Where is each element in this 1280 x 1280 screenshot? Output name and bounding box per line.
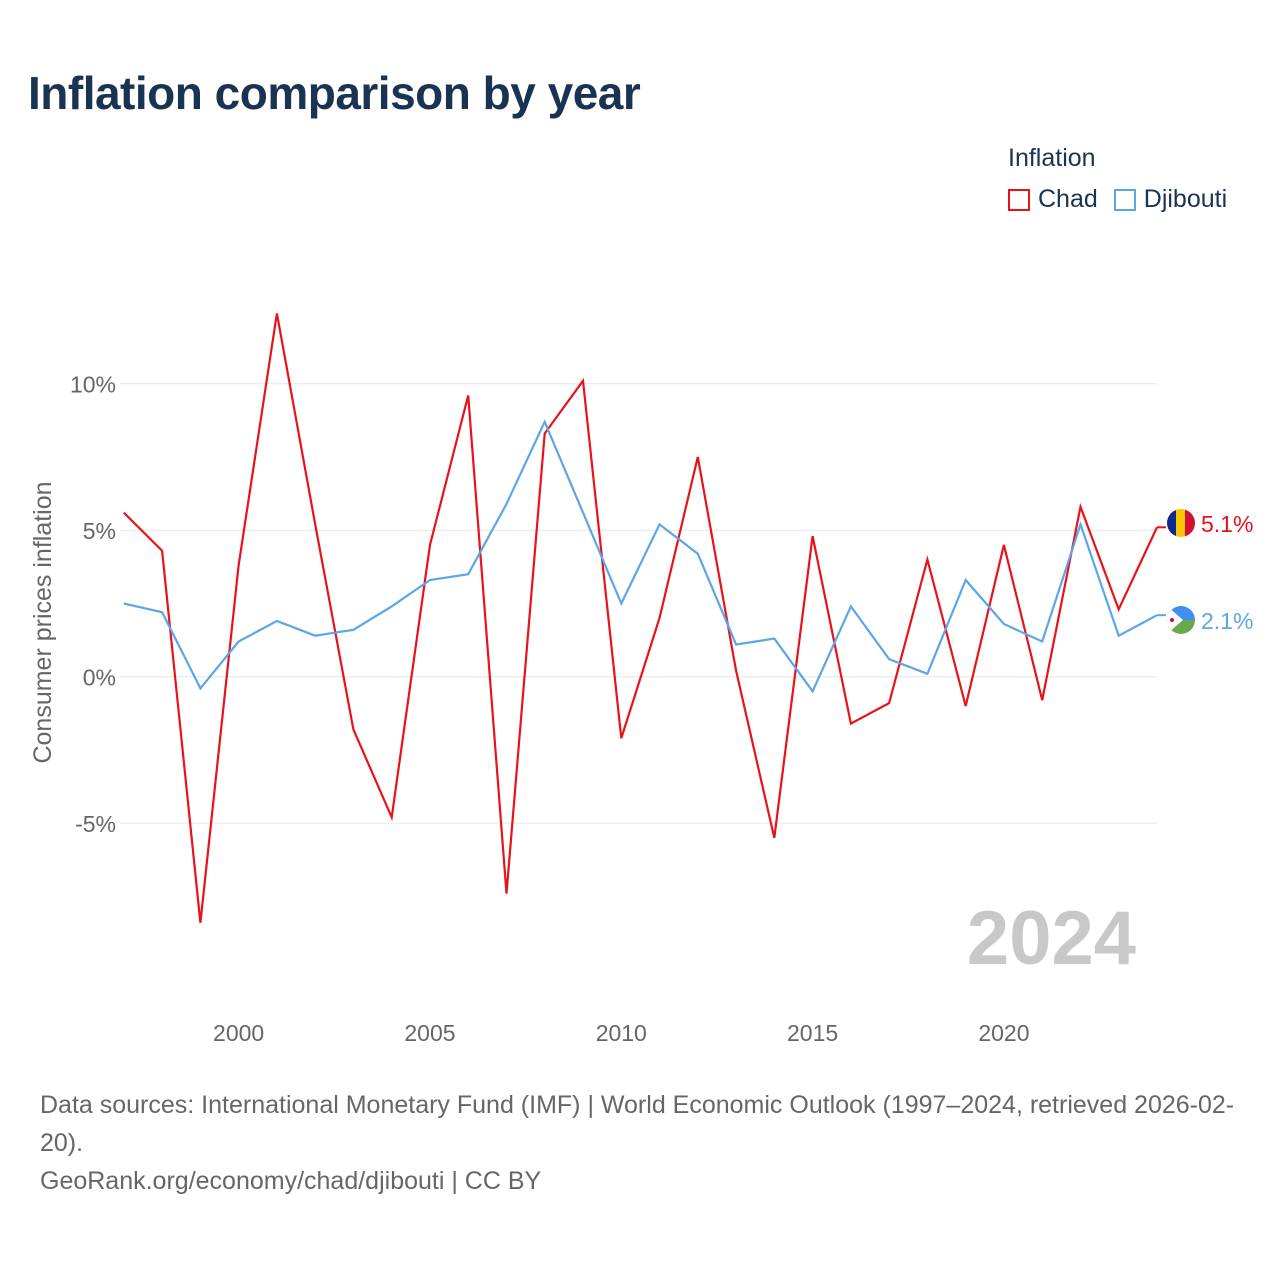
series-line-chad[interactable]: [123, 313, 1158, 923]
footer: Data sources: International Monetary Fun…: [40, 1086, 1250, 1200]
footer-sources: Data sources: International Monetary Fun…: [40, 1091, 1235, 1157]
legend-swatch-djibouti: [1113, 188, 1136, 211]
legend-item-djibouti[interactable]: Djibouti: [1113, 185, 1228, 214]
end-label-djibouti: 2.1%: [1201, 608, 1253, 634]
chart-title: Inflation comparison by year: [28, 67, 641, 119]
y-axis-ticks: -5% 0% 5% 10%: [70, 372, 116, 837]
x-tick-label: 2020: [978, 1020, 1029, 1046]
legend-title: Inflation: [1008, 144, 1096, 172]
x-tick-label: 2010: [596, 1020, 647, 1046]
x-tick-label: 2000: [213, 1020, 264, 1046]
legend-item-chad[interactable]: Chad: [1008, 185, 1098, 214]
grid: [120, 383, 1157, 824]
x-tick-label: 2005: [404, 1020, 455, 1046]
legend: Inflation Chad Djibouti: [1008, 144, 1243, 214]
y-tick-label: 10%: [70, 372, 116, 398]
legend-swatch-chad: [1008, 188, 1030, 211]
line-chart: -5% 0% 5% 10% 2000 2005 2010 2015 2020 Consumer…: [29, 313, 1253, 1046]
footer-credit[interactable]: GeoRank.org/economy/chad/djibouti | CC B…: [40, 1167, 542, 1195]
series-line-djibouti[interactable]: [123, 419, 1158, 694]
legend-label-djibouti: Djibouti: [1143, 185, 1228, 213]
chad-flag-icon: [1167, 509, 1195, 537]
djibouti-flag-icon: [1167, 606, 1195, 634]
year-watermark: 2024: [967, 896, 1136, 981]
y-tick-label: 5%: [83, 518, 116, 544]
y-tick-label: -5%: [75, 811, 116, 837]
y-axis-label: Consumer prices inflation: [29, 481, 57, 763]
legend-label-chad: Chad: [1038, 185, 1098, 213]
x-axis-ticks: 2000 2005 2010 2015 2020: [213, 1020, 1029, 1046]
series: [123, 313, 1166, 923]
end-label-chad: 5.1%: [1201, 511, 1253, 537]
y-tick-label: 0%: [83, 665, 116, 691]
x-tick-label: 2015: [787, 1020, 838, 1046]
end-labels: 5.1% 2.1%: [1201, 511, 1253, 634]
